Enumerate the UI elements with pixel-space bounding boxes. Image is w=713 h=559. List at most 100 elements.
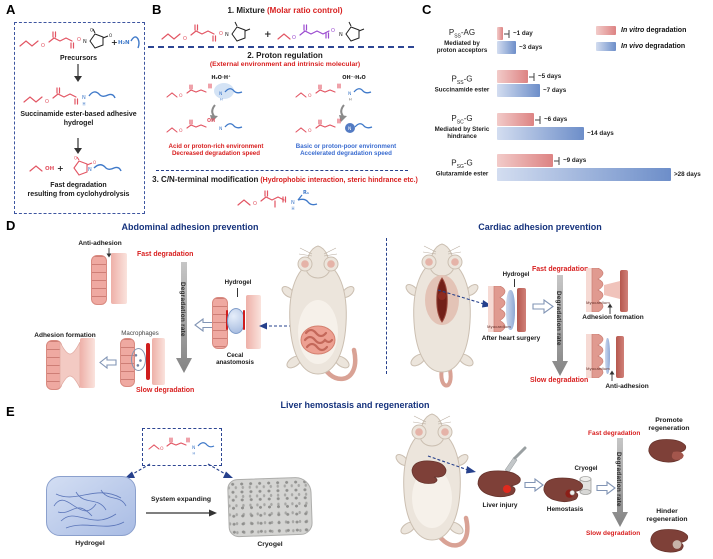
anastomosis-site xyxy=(243,310,245,330)
in-vivo-bar-line: ~14 days xyxy=(497,127,614,140)
atom-n: N xyxy=(219,126,222,132)
fast-degradation-left: Fast degradation xyxy=(137,251,194,258)
hydrogel-network-illustration xyxy=(53,489,127,529)
intestine-strip-illustration xyxy=(91,255,107,305)
acid-environment-structure: H₂O·H⁺ O N H O OH N xyxy=(166,75,243,134)
myocardium-tiny-label: Myocardium xyxy=(586,300,610,305)
atom-n: N xyxy=(88,167,92,173)
hinder-line1: Hinder xyxy=(656,508,678,515)
atom-n: N xyxy=(291,200,295,206)
group-desc1: Mediated by Steric xyxy=(434,125,490,133)
myocardium-tiny-label: Myocardium xyxy=(586,366,610,371)
pointer-arrow xyxy=(106,248,112,258)
in-vivo-bar xyxy=(497,41,516,54)
group-desc1: Succinamide ester xyxy=(434,86,490,94)
degradation-rate-label: Degradation rate xyxy=(555,291,562,346)
hinder-line2: regeneration xyxy=(646,516,688,524)
group-desc2: proton acceptors xyxy=(436,46,488,54)
cryogel-cylinder-illustration xyxy=(579,476,592,495)
panel-a-label: A xyxy=(6,2,16,17)
in-vivo-value: ~14 days xyxy=(587,130,614,137)
anti-adhesion-label-left: Anti-adhesion xyxy=(78,240,122,247)
in-vitro-value: ~5 days xyxy=(538,73,562,80)
liver-in-situ-illustration xyxy=(411,460,447,484)
chest-wall-illustration xyxy=(620,270,628,312)
in-vitro-rest: degradation xyxy=(644,27,687,34)
amine-label: H₂N xyxy=(118,40,130,46)
in-vitro-bar-line: ~1 day xyxy=(497,27,533,40)
liver-injury-label: Liver injury xyxy=(482,502,518,509)
group-name: PSS-G xyxy=(451,74,473,87)
atom-n: N xyxy=(219,91,222,97)
chart-row-pss-g: PSS-G Succinamide ester ~5 days ~7 days xyxy=(428,69,710,99)
chart-row-psg-g: PSG-G Glutaramide ester ~9 days >28 days xyxy=(428,153,710,183)
step3-title: 3. C/N-terminal modification (Hydrophobi… xyxy=(150,175,420,185)
macrophages-label: Macrophages xyxy=(121,330,159,337)
promote-regeneration-label: Promote regeneration xyxy=(640,417,698,433)
in-vivo-bar xyxy=(497,127,584,140)
in-vivo-rest: degradation xyxy=(643,43,686,50)
down-arrow xyxy=(74,138,82,154)
atom-h: H xyxy=(83,102,86,107)
group-label: PSS-G Succinamide ester xyxy=(428,75,496,94)
mouse-illustration-abdominal xyxy=(281,245,358,382)
adhesion-bridge-illustration xyxy=(604,281,620,299)
plus-sign: + xyxy=(111,38,118,47)
abdominal-wall-illustration xyxy=(80,338,95,388)
succinamide-unit-box xyxy=(142,428,222,466)
degradation-rate-arrow xyxy=(176,262,192,373)
hydrogel-3d-illustration xyxy=(46,476,136,536)
in-vitro-bar xyxy=(497,113,534,126)
hydrogel-label-left: Hydrogel xyxy=(224,279,252,286)
section-divider xyxy=(148,46,414,48)
degradation-rate-arrow xyxy=(612,438,628,527)
hemostasis-label: Hemostasis xyxy=(546,506,584,513)
error-bar xyxy=(504,29,510,38)
hydronium-annotation: H₂O·H⁺ xyxy=(211,75,231,81)
pointer-arrow xyxy=(607,303,613,314)
in-vivo-bar-line: ~3 days xyxy=(497,41,542,54)
in-vivo-bar xyxy=(497,168,671,181)
hollow-arrow-left xyxy=(99,356,117,369)
group-name: PSG-G xyxy=(451,158,473,171)
in-vivo-value: ~3 days xyxy=(519,44,543,51)
acid-caption-line2: Decreased degradation speed xyxy=(171,150,261,158)
cardiac-title: Cardiac adhesion prevention xyxy=(478,222,602,232)
hydroxyl-label: OH xyxy=(45,166,55,172)
group-desc1: Mediated by xyxy=(444,39,480,47)
atom-o: O xyxy=(93,160,96,165)
atom-o: O xyxy=(331,28,335,34)
atom-o: O xyxy=(253,201,257,207)
atom-o: O xyxy=(41,43,45,49)
section-divider xyxy=(156,170,408,171)
step2-title: 2. Proton regulation xyxy=(247,51,323,60)
basic-caption-line2: Accelerated degradation speed xyxy=(300,150,392,158)
mouse-illustration-liver xyxy=(395,413,470,548)
basic-environment-structure: OH⁻·H₂O O N H O N xyxy=(295,75,373,134)
hollow-arrow-left xyxy=(194,318,214,332)
cecal-anastomosis-label: Cecal anastomosis xyxy=(204,352,266,367)
mouse-illustration-cardiac xyxy=(405,243,479,388)
in-vitro-bar-line: ~9 days xyxy=(497,154,586,167)
liver-injury-illustration xyxy=(477,470,521,498)
succinamide-unit-structure: O N H xyxy=(148,437,215,456)
abdominal-wall-illustration xyxy=(246,295,261,349)
atom-o: O xyxy=(219,31,223,37)
hydrogel-label-right: Hydrogel xyxy=(502,271,530,278)
in-vivo-swatch xyxy=(596,42,616,51)
atom-n: N xyxy=(82,95,86,101)
hydrogel-strip-illustration xyxy=(506,290,515,330)
atom-n: N xyxy=(225,32,229,38)
in-vivo-value: >28 days xyxy=(674,171,701,178)
atom-o: O xyxy=(179,93,183,99)
hollow-arrow-right xyxy=(524,478,544,492)
in-vitro-italic: In vitro xyxy=(621,27,645,34)
atom-o: O xyxy=(90,28,93,33)
in-vitro-bar xyxy=(497,27,503,40)
atom-o: O xyxy=(109,33,112,38)
in-vivo-value: ~7 days xyxy=(543,87,567,94)
step3-title-red: (Hydrophobic interaction, steric hindran… xyxy=(258,177,418,184)
pointer-arrow xyxy=(609,370,615,381)
atom-o: O xyxy=(160,446,164,452)
